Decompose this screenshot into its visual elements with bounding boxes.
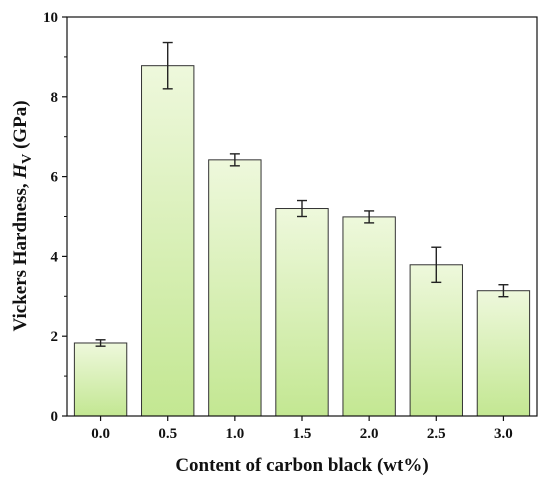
y-axis-title-suffix: (GPa) bbox=[10, 100, 31, 153]
bar-3.0 bbox=[476, 290, 531, 417]
x-tick-label: 2.0 bbox=[360, 426, 379, 442]
error-bar-2.5 bbox=[431, 246, 442, 284]
bar-1.5 bbox=[275, 208, 329, 417]
y-tick-label: 0 bbox=[51, 409, 59, 425]
error-bar-2.0 bbox=[364, 210, 375, 224]
x-tick-label: 1.5 bbox=[293, 426, 312, 442]
x-tick-label: 1.0 bbox=[225, 426, 244, 442]
error-bar-3.0 bbox=[498, 284, 509, 298]
bar-1.0 bbox=[208, 159, 262, 417]
y-axis-title-prefix: Vickers Hardness, bbox=[10, 179, 31, 332]
x-tick-label: 3.0 bbox=[494, 426, 513, 442]
ticks-layer: 0.0 0.5 1.0 1.5 2.0 2.5 3.0 0 2 4 6 8 10 bbox=[43, 10, 513, 442]
bar-0.5 bbox=[141, 65, 195, 417]
y-tick-label: 2 bbox=[51, 329, 59, 345]
x-tick-label: 0.5 bbox=[158, 426, 177, 442]
x-tick-label: 2.5 bbox=[427, 426, 446, 442]
y-tick-label: 4 bbox=[51, 249, 59, 265]
y-axis-title-subscript: V bbox=[20, 154, 35, 164]
y-axis-title-symbol: H bbox=[10, 163, 31, 180]
error-bar-0.0 bbox=[95, 339, 106, 347]
error-bar-1.0 bbox=[229, 153, 240, 167]
y-tick-label: 8 bbox=[51, 90, 59, 106]
error-bar-1.5 bbox=[297, 199, 307, 218]
bar-2.0 bbox=[342, 216, 396, 417]
error-bars-layer bbox=[95, 41, 509, 347]
bars-layer bbox=[73, 65, 531, 417]
y-axis-title: Vickers Hardness, HV (GPa) bbox=[10, 100, 35, 331]
bar-0.0 bbox=[73, 342, 128, 417]
error-bar-0.5 bbox=[162, 41, 173, 90]
x-axis-title: Content of carbon black (wt%) bbox=[175, 455, 428, 476]
y-tick-label: 6 bbox=[51, 170, 59, 186]
x-tick-label: 0.0 bbox=[91, 426, 110, 442]
y-tick-label: 10 bbox=[43, 10, 58, 26]
bar-2.5 bbox=[409, 264, 463, 417]
